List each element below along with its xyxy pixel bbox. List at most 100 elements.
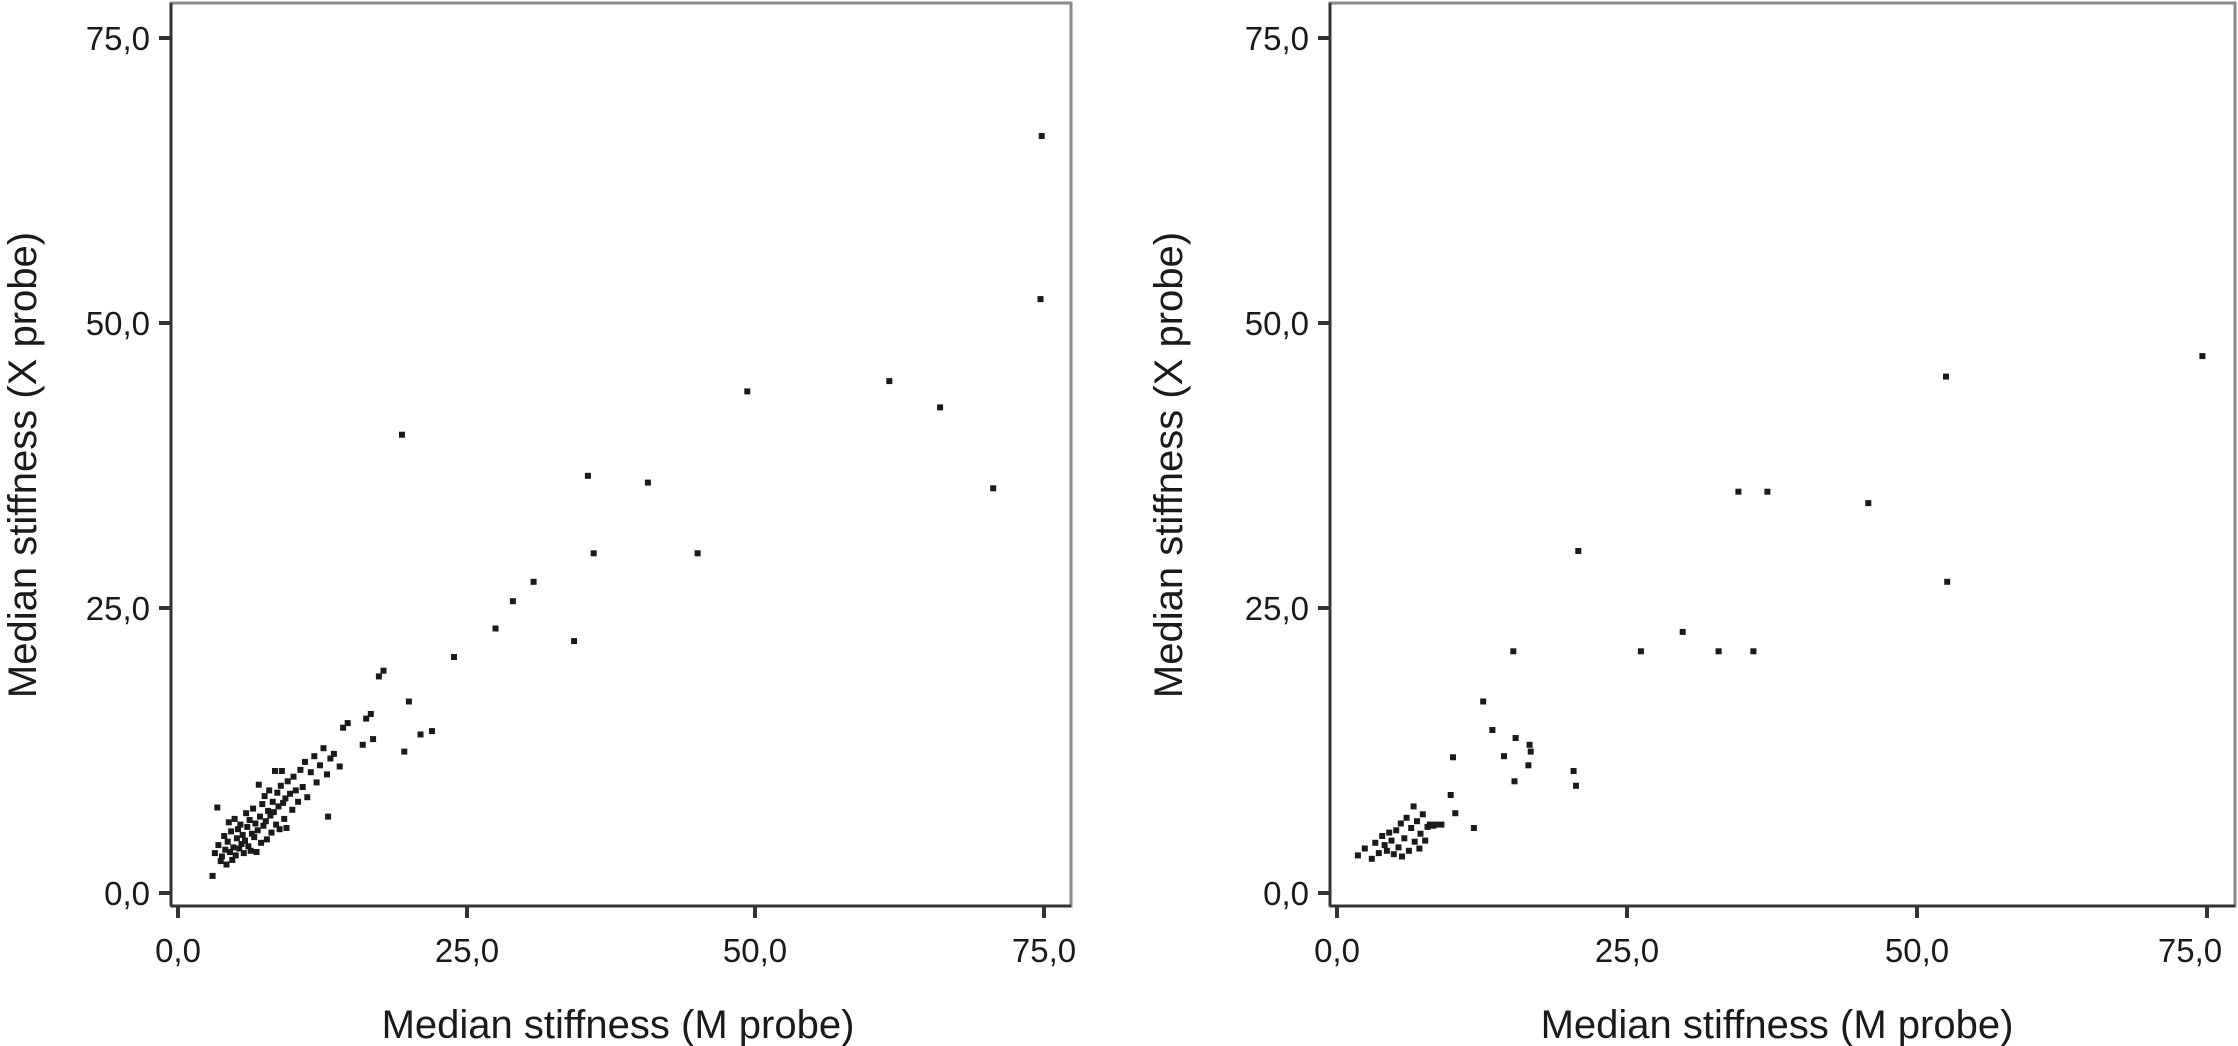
scatter-point-left-52	[274, 789, 281, 796]
scatter-point-left-2	[214, 804, 221, 811]
scatter-point-left-0	[209, 872, 216, 879]
scatter-point-right-55	[1944, 578, 1951, 585]
scatter-point-right-23	[1417, 830, 1424, 837]
scatter-points-right	[1354, 353, 2206, 862]
scatter-point-right-5	[1379, 833, 1386, 839]
scatter-point-right-44	[1570, 768, 1577, 774]
scatter-point-left-68	[299, 784, 306, 790]
scatter-point-left-64	[290, 773, 297, 780]
scatter-point-left-103	[744, 388, 751, 395]
scatter-point-left-108	[1038, 133, 1045, 139]
scatter-point-right-41	[1525, 762, 1532, 769]
scatter-point-left-31	[250, 805, 257, 812]
scatter-point-left-99	[584, 472, 591, 479]
scatter-point-right-38	[1510, 648, 1517, 655]
scatter-point-left-37	[257, 813, 263, 820]
scatter-point-left-86	[370, 736, 377, 743]
scatter-point-left-14	[230, 844, 237, 851]
scatter-point-right-46	[1575, 548, 1582, 554]
scatter-point-right-39	[1511, 778, 1518, 785]
scatter-point-left-1	[211, 850, 218, 857]
y-tick-label-right-0: 0,0	[1263, 875, 1309, 912]
y-tick-label-left-3: 75,0	[86, 20, 150, 57]
scatter-point-left-10	[225, 819, 232, 826]
scatter-point-left-15	[231, 815, 238, 822]
scatter-point-left-38	[258, 839, 265, 846]
scatter-point-right-56	[2199, 353, 2206, 360]
y-tick-label-right-1: 25,0	[1245, 590, 1309, 627]
scatter-point-left-9	[224, 838, 231, 845]
scatter-point-right-27	[1426, 821, 1433, 828]
scatter-point-right-10	[1390, 851, 1397, 858]
scatter-point-right-42	[1526, 741, 1533, 748]
scatter-point-right-21	[1414, 818, 1420, 825]
scatter-point-left-80	[336, 763, 343, 770]
scatter-point-right-34	[1470, 825, 1477, 831]
scatter-point-left-7	[222, 846, 229, 853]
scatter-points-left	[209, 133, 1045, 879]
scatter-point-left-50	[272, 768, 278, 774]
scatter-point-left-75	[320, 745, 327, 752]
x-tick-label-left-0: 0,0	[155, 932, 201, 969]
scatter-point-left-107	[1037, 296, 1044, 303]
scatter-point-left-26	[244, 823, 251, 830]
scatter-point-left-83	[359, 741, 366, 748]
scatter-point-left-77	[325, 813, 332, 820]
scatter-point-left-66	[295, 798, 302, 805]
scatter-point-right-52	[1764, 488, 1771, 495]
scatter-point-right-1	[1361, 845, 1368, 852]
scatter-point-right-6	[1381, 842, 1388, 849]
scatter-point-left-100	[590, 550, 597, 557]
scatter-point-left-82	[344, 720, 351, 727]
scatter-point-right-17	[1405, 847, 1412, 854]
scatter-point-left-106	[990, 485, 997, 492]
scatter-point-left-62	[287, 790, 293, 797]
scatter-point-left-89	[399, 431, 405, 438]
scatter-point-right-13	[1397, 820, 1404, 827]
scatter-point-left-96	[509, 598, 516, 605]
y-tick-label-right-3: 75,0	[1245, 20, 1309, 57]
scatter-point-left-22	[239, 831, 246, 838]
scatter-point-left-24	[242, 837, 248, 844]
scatter-point-left-34	[253, 849, 260, 855]
x-axis-title-left: Median stiffness (M probe)	[382, 1003, 855, 1046]
scatter-point-right-32	[1452, 810, 1459, 817]
scatter-point-left-32	[251, 834, 258, 841]
scatter-point-left-23	[240, 850, 247, 857]
y-tick-label-left-0: 0,0	[104, 875, 150, 912]
scatter-point-left-27	[245, 843, 252, 850]
scatter-point-right-2	[1368, 855, 1375, 862]
scatter-point-left-51	[273, 821, 280, 828]
scatter-point-left-11	[227, 849, 233, 855]
plot-frame-left	[169, 1, 1073, 908]
scatter-point-left-73	[313, 779, 320, 786]
scatter-point-right-14	[1399, 853, 1405, 860]
scatter-point-right-7	[1383, 847, 1390, 854]
scatter-point-right-43	[1527, 748, 1534, 755]
scatter-point-right-0	[1354, 852, 1361, 859]
scatter-point-right-4	[1375, 850, 1382, 857]
scatter-point-left-54	[276, 826, 283, 833]
scatter-point-right-45	[1573, 782, 1579, 789]
plot-frame-right	[1328, 1, 2237, 908]
scatter-point-left-72	[311, 753, 318, 760]
scatter-point-left-56	[278, 768, 285, 774]
scatter-point-right-31	[1447, 792, 1454, 798]
scatter-point-right-12	[1395, 844, 1402, 851]
scatter-point-right-37	[1501, 753, 1507, 760]
x-tick-label-left-2: 50,0	[723, 932, 787, 969]
y-tick-label-left-2: 50,0	[86, 305, 150, 342]
scatter-point-left-87	[375, 673, 382, 680]
scatter-point-left-39	[259, 801, 266, 808]
scatter-point-right-24	[1419, 811, 1426, 818]
scatter-point-left-67	[297, 766, 304, 773]
scatter-point-left-35	[254, 827, 261, 834]
scatter-point-left-43	[263, 836, 270, 843]
scatter-point-left-85	[367, 711, 374, 717]
scatter-point-left-47	[268, 829, 275, 836]
scatter-point-left-12	[228, 828, 235, 835]
scatter-point-right-48	[1679, 628, 1686, 635]
scatter-point-right-49	[1715, 648, 1722, 655]
y-axis-title-right: Median stiffness (X probe)	[1147, 232, 1191, 698]
scatter-point-left-71	[307, 769, 314, 776]
